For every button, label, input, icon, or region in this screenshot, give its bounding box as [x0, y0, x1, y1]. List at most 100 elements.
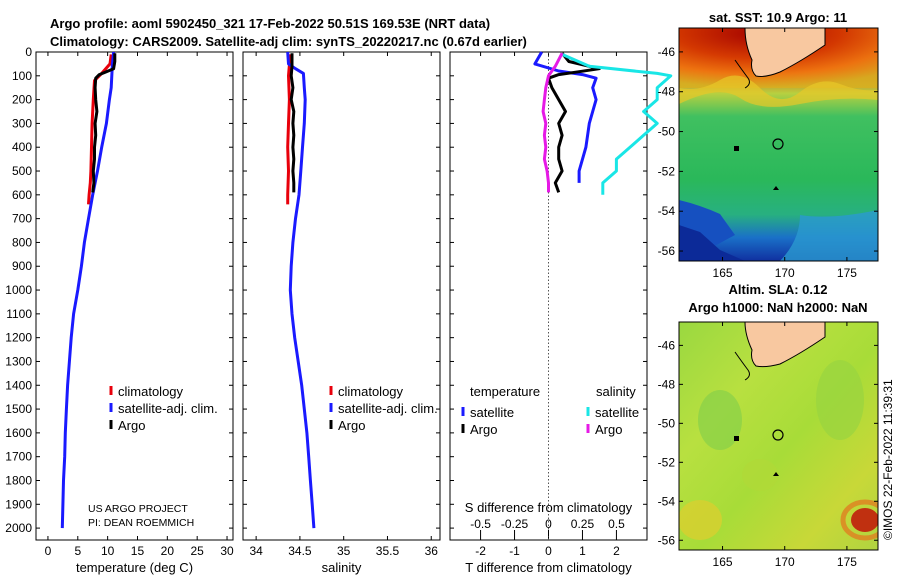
map-y-tick-label: -52 — [658, 164, 676, 178]
header-line1: Argo profile: aoml 5902450_321 17-Feb-20… — [50, 16, 490, 31]
map-y-tick-label: -54 — [658, 204, 676, 218]
sst-map: sat. SST: 10.9 Argo: 11 165 170 175 -46 -48 -… — [658, 10, 879, 280]
sla-anomaly — [698, 390, 742, 450]
copyright-stamp: ©IMOS 22-Feb-2022 11:39:31 — [881, 379, 895, 540]
series-line-temperature-satellite — [533, 51, 598, 183]
y-tick-label: 1200 — [5, 331, 32, 345]
map-x-tick-label: 165 — [713, 555, 733, 569]
temperature-panel: 0100200300400500600700800900100011001200… — [5, 45, 234, 575]
legend-title-salinity: salinity — [596, 384, 636, 399]
sst-map-frame — [678, 27, 879, 262]
y-tick-label: 800 — [12, 235, 32, 249]
y-tick-label: 1800 — [5, 473, 32, 487]
map-x-tick-label: 170 — [775, 555, 795, 569]
island-marker — [734, 146, 739, 151]
x-tick-label: -2 — [475, 544, 486, 558]
sla-anomaly-4 — [742, 459, 778, 491]
salinity-x-label: salinity — [322, 560, 362, 575]
land-mass-2 — [744, 322, 826, 368]
x-tick-label: 0 — [545, 544, 552, 558]
salinity-panel: 34 34.5 35 35.5 36 salinity climatology satelli… — [242, 51, 441, 575]
map-y-tick-label: -50 — [658, 416, 676, 430]
s-difference-label: S difference from climatology — [465, 500, 633, 515]
y-tick-label: 1100 — [6, 307, 32, 321]
y-tick-label: 1400 — [5, 378, 32, 392]
legend-label: climatology — [338, 384, 404, 399]
island-marker-2 — [773, 186, 779, 190]
land-mass — [744, 28, 826, 77]
x-tick-label: 35.5 — [376, 544, 400, 558]
series-line-argo — [289, 53, 296, 193]
legend-label: Argo — [470, 422, 497, 437]
front-band — [679, 75, 878, 107]
series-line-satellite-adj-clim- — [60, 51, 116, 529]
map-y-tick-label: -56 — [658, 244, 676, 258]
series-line-argo — [91, 53, 117, 193]
island-marker-4 — [773, 472, 779, 476]
y-tick-label: 400 — [12, 140, 32, 154]
x-tick-label: 15 — [131, 544, 145, 558]
map-y-tick-label: -48 — [658, 377, 676, 391]
legend-label: Argo — [595, 422, 622, 437]
legend-label: satellite-adj. clim. — [118, 401, 218, 416]
x-tick-label: -1 — [509, 544, 520, 558]
x-tick-label: 34.5 — [288, 544, 312, 558]
y-tick-label: 500 — [12, 164, 32, 178]
sla-map-title-2: Argo h1000: NaN h2000: NaN — [688, 300, 867, 315]
map-y-tick-label: -48 — [658, 85, 676, 99]
difference-panel: -2 -1 0 1 2 T difference from climatology -0.5… — [449, 51, 673, 575]
map-x-tick-label: 170 — [775, 266, 795, 280]
y-tick-label: 1000 — [5, 283, 32, 297]
map-y-tick-label: -56 — [658, 533, 676, 547]
float-position-marker — [772, 138, 784, 150]
difference-x-label: T difference from climatology — [465, 560, 632, 575]
legend-label: satellite — [595, 405, 639, 420]
series-line-climatology — [87, 54, 113, 205]
x-tick-label: 35 — [337, 544, 351, 558]
x-tick-label: 25 — [191, 544, 205, 558]
header-line2: Climatology: CARS2009. Satellite-adj cli… — [50, 34, 527, 49]
x-tick-label: 36 — [425, 544, 439, 558]
x-tick-label: 20 — [161, 544, 175, 558]
map-x-tick-label: 175 — [837, 555, 857, 569]
sst-map-title: sat. SST: 10.9 Argo: 11 — [709, 10, 847, 25]
legend-title-temperature: temperature — [470, 384, 540, 399]
legend-label: climatology — [118, 384, 184, 399]
float-position-marker-2 — [772, 429, 784, 441]
map-y-tick-label: -50 — [658, 125, 676, 139]
s-tick-label: 0 — [545, 517, 552, 531]
coastline-2 — [734, 351, 750, 381]
credit-line1: US ARGO PROJECT — [88, 503, 188, 515]
sla-anomaly-2 — [816, 360, 864, 440]
x-tick-label: 1 — [579, 544, 586, 558]
x-tick-label: 5 — [74, 544, 81, 558]
y-tick-label: 1500 — [5, 402, 32, 416]
y-tick-label: 1600 — [5, 426, 32, 440]
sla-high-ring — [840, 499, 878, 541]
y-tick-label: 100 — [12, 69, 32, 83]
sla-map-frame — [678, 321, 879, 551]
y-tick-label: 300 — [12, 116, 32, 130]
y-tick-label: 0 — [25, 45, 32, 59]
legend-label: satellite — [470, 405, 514, 420]
y-tick-label: 600 — [12, 188, 32, 202]
y-tick-label: 2000 — [5, 521, 32, 535]
difference-axes-frame — [449, 51, 648, 541]
x-tick-label: 10 — [101, 544, 115, 558]
x-tick-label: 0 — [45, 544, 52, 558]
s-tick-label: 0.5 — [608, 517, 625, 531]
y-tick-label: 1900 — [5, 497, 32, 511]
x-tick-label: 2 — [613, 544, 620, 558]
sla-map: Altim. SLA: 0.12 Argo h1000: NaN h2000: … — [658, 282, 879, 569]
y-tick-label: 200 — [12, 93, 32, 107]
series-line-salinity-satellite — [561, 53, 673, 195]
y-tick-label: 900 — [12, 259, 32, 273]
y-tick-label: 700 — [12, 212, 32, 226]
map-y-tick-label: -54 — [658, 494, 676, 508]
x-tick-label: 30 — [220, 544, 234, 558]
y-tick-label: 1300 — [5, 354, 32, 368]
island-marker-3 — [734, 436, 739, 441]
series-line-satellite-adj-clim- — [286, 51, 316, 529]
legend-label: Argo — [118, 418, 145, 433]
